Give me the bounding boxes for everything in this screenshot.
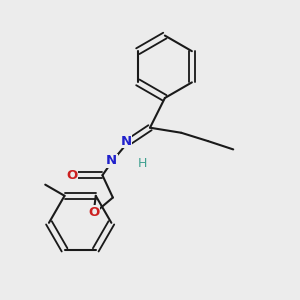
Text: O: O [66, 169, 77, 182]
Text: N: N [106, 154, 117, 167]
Text: H: H [138, 157, 147, 170]
Text: N: N [121, 135, 132, 148]
Text: O: O [88, 206, 99, 219]
